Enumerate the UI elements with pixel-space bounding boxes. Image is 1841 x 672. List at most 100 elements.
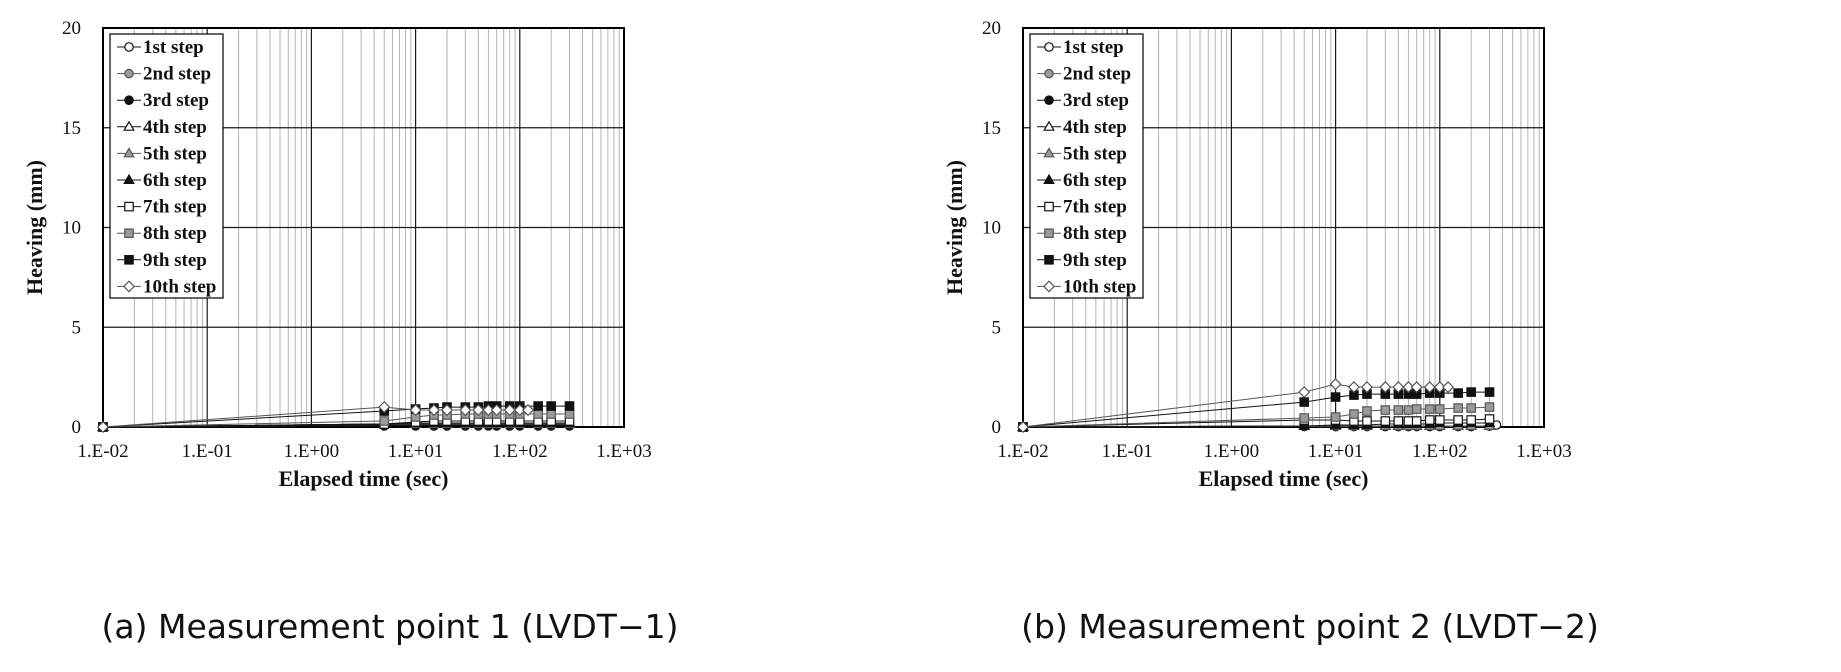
data-point [1329, 378, 1342, 391]
data-point [1466, 403, 1476, 413]
legend-item: 10th step [117, 276, 216, 297]
data-point [1410, 381, 1423, 394]
data-point [440, 403, 454, 417]
legend-marker [1043, 120, 1055, 131]
chart-caption-a: (a) Measurement point 1 (LVDT−1) [101, 607, 679, 646]
y-tick-label: 20 [62, 18, 81, 39]
legend-marker [1043, 147, 1055, 158]
y-tick-label: 5 [992, 317, 1002, 338]
data-point [1379, 381, 1392, 394]
y-tick-label: 0 [72, 417, 82, 438]
legend: 1st step 2nd step 3rd step 4th step 5th step… [109, 33, 224, 299]
data-point [1411, 416, 1422, 426]
y-tick-label: 15 [62, 118, 81, 139]
legend: 1st step 2nd step 3rd step 4th step 5th step… [1029, 33, 1144, 299]
data-point [1411, 404, 1422, 414]
legend-marker [1044, 42, 1054, 52]
legend-item: 5th step [1037, 143, 1127, 164]
data-point [522, 403, 535, 417]
data-point [1434, 404, 1445, 414]
data-point [1484, 402, 1495, 412]
x-tick-label: 1.E+01 [1308, 441, 1364, 462]
chart-panel-a: 1.E-02 1.E-01 1.E+00 1.E+01 1.E+02 1.E+03 0 5 10… [0, 0, 920, 672]
data-point [1466, 415, 1476, 425]
data-point [1298, 419, 1311, 431]
chart-svg-b: 1.E-02 1.E-01 1.E+00 1.E+01 1.E+02 1.E+03 0 5 10… [942, 18, 1572, 491]
data-point [1453, 415, 1463, 425]
series-7 [1018, 414, 1495, 432]
legend-label: 5th step [1063, 143, 1127, 164]
legend-label: 7th step [143, 197, 207, 218]
legend-label: 2nd step [1063, 64, 1131, 85]
data-point [503, 403, 516, 417]
chart-svg-a: 1.E-02 1.E-01 1.E+00 1.E+01 1.E+02 1.E+03 0 5 10… [22, 18, 652, 491]
data-point [1330, 392, 1341, 402]
data-point [379, 416, 390, 426]
legend-item: 2nd step [117, 64, 211, 85]
x-tick-label: 1.E+00 [1204, 441, 1260, 462]
data-point [459, 403, 472, 417]
legend-item: 8th step [1037, 223, 1127, 244]
data-point [1434, 415, 1445, 425]
data-point [472, 403, 485, 417]
data-point [1403, 416, 1414, 426]
legend-marker [123, 173, 135, 184]
data-point [1403, 405, 1414, 415]
legend-item: 7th step [1037, 197, 1127, 218]
y-tick-label: 15 [982, 118, 1001, 139]
data-point [1423, 381, 1436, 394]
x-tick-label: 1.E+01 [388, 441, 444, 462]
legend-marker [1044, 255, 1054, 265]
data-point [533, 401, 543, 411]
x-tick-label: 1.E-02 [77, 441, 128, 462]
legend-item: 2nd step [1037, 64, 1131, 85]
legend-marker [124, 201, 134, 212]
legend-item: 9th step [1037, 250, 1127, 271]
legend-label: 7th step [1063, 197, 1127, 218]
x-tick-label: 1.E-02 [997, 441, 1048, 462]
legend-marker [124, 255, 134, 265]
data-point [533, 409, 543, 419]
legend-marker [1044, 68, 1054, 79]
y-tick-label: 5 [72, 317, 82, 338]
data-point [1433, 381, 1446, 394]
legend-marker [122, 280, 136, 293]
legend-marker [1042, 280, 1056, 293]
data-point [1362, 406, 1372, 416]
data-point [546, 409, 556, 419]
x-tick-label: 1.E+00 [284, 441, 340, 462]
data-point [1442, 381, 1455, 394]
legend-label: 3rd step [1063, 90, 1129, 111]
legend-item: 10th step [1037, 276, 1136, 297]
legend-item: 8th step [117, 223, 207, 244]
data-point [1392, 381, 1405, 394]
data-point [1402, 381, 1415, 394]
series-10 [96, 401, 535, 434]
data-point [513, 403, 526, 417]
data-point [409, 403, 422, 417]
data-point [1362, 416, 1372, 426]
legend-item: 1st step [117, 37, 204, 58]
x-tick-label: 1.E+03 [596, 441, 652, 462]
legend-label: 3rd step [143, 90, 209, 111]
data-point [490, 403, 503, 417]
legend-marker [124, 95, 134, 105]
y-axis-title: Heaving (mm) [942, 160, 967, 295]
y-tick-label: 10 [982, 218, 1001, 239]
x-axis-title: Elapsed time (sec) [1199, 466, 1369, 491]
legend-marker [124, 42, 134, 52]
y-tick-label: 20 [982, 18, 1001, 39]
data-point [1347, 381, 1360, 394]
data-point [1424, 404, 1435, 414]
legend-marker [123, 120, 135, 131]
y-tick-label: 0 [992, 417, 1002, 438]
y-tick-label: 10 [62, 218, 81, 239]
legend-label: 8th step [143, 223, 207, 244]
legend-marker [123, 147, 135, 158]
data-point [1330, 412, 1341, 422]
data-point [1393, 416, 1404, 426]
x-tick-label: 1.E-01 [182, 441, 233, 462]
legend-label: 1st step [1063, 37, 1124, 58]
legend-marker [1043, 173, 1055, 184]
y-axis-title: Heaving (mm) [22, 160, 47, 295]
